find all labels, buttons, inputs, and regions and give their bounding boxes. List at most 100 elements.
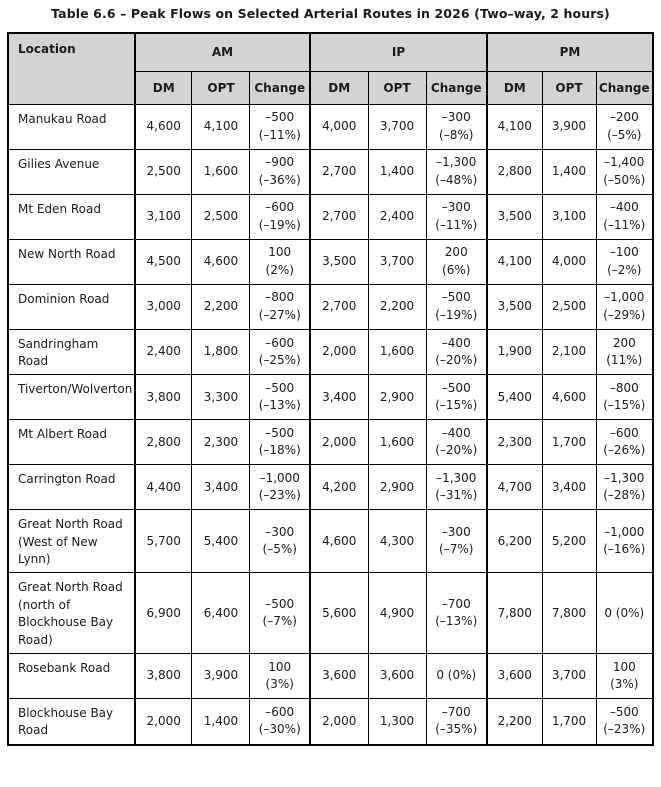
location-cell: Gilies Avenue: [7, 148, 136, 195]
pm-opt-cell: 4,600: [541, 374, 597, 421]
am-change-cell: –500 (–13%): [249, 374, 311, 421]
pm-dm-cell: 4,100: [486, 238, 543, 285]
ip-change-cell: –300 (–8%): [425, 103, 488, 150]
am-dm-cell: 3,800: [133, 653, 193, 700]
location-cell: Blockhouse Bay Road: [7, 698, 136, 746]
ip-dm-cell: 3,500: [309, 238, 369, 285]
location-cell: Great North Road (West of New Lynn): [7, 509, 136, 574]
ip-opt-cell: 2,200: [367, 283, 427, 330]
am-dm-cell: 2,400: [133, 328, 193, 376]
table-row: Rosebank Road 3,800 3,900 100 (3%) 3,600 3,60…: [7, 653, 654, 700]
col-header-location: Location: [7, 32, 136, 105]
pm-dm-cell: 7,800: [486, 572, 543, 655]
ip-dm-cell: 2,700: [309, 148, 369, 195]
table-header: Location AM IP PM DM OPT Change DM OPT C…: [7, 32, 654, 105]
ip-change-cell: –500 (–19%): [425, 283, 488, 330]
pm-opt-cell: 1,700: [541, 419, 597, 466]
am-opt-cell: 6,400: [191, 572, 251, 655]
am-opt-cell: 4,600: [191, 238, 251, 285]
table-body: Manukau Road 4,600 4,100 –500 (–11%) 4,000 3,…: [7, 103, 654, 746]
table-row: Sandringham Road 2,400 1,800 –600 (–25%) 2,0…: [7, 328, 654, 376]
pm-change-cell: –1,300 (–28%): [595, 464, 654, 511]
pm-dm-cell: 5,400: [486, 374, 543, 421]
ip-change-cell: –1,300 (–48%): [425, 148, 488, 195]
am-opt-cell: 3,900: [191, 653, 251, 700]
ip-change-cell: –300 (–11%): [425, 193, 488, 240]
location-cell: New North Road: [7, 238, 136, 285]
location-cell: Tiverton/Wolverton: [7, 374, 136, 421]
pm-change-cell: 0 (0%): [595, 572, 654, 655]
am-dm-cell: 2,500: [133, 148, 193, 195]
ip-opt-cell: 1,400: [367, 148, 427, 195]
ip-change-cell: –500 (–15%): [425, 374, 488, 421]
ip-dm-cell: 2,000: [309, 328, 369, 376]
col-group-am: AM: [133, 32, 311, 72]
pm-change-cell: –600 (–26%): [595, 419, 654, 466]
pm-dm-cell: 3,500: [486, 283, 543, 330]
ip-dm-cell: 4,600: [309, 509, 369, 574]
ip-dm-cell: 4,000: [309, 103, 369, 150]
col-header-pm-change: Change: [595, 70, 654, 105]
am-opt-cell: 3,300: [191, 374, 251, 421]
am-dm-cell: 5,700: [133, 509, 193, 574]
ip-change-cell: –700 (–35%): [425, 698, 488, 746]
table-row: Manukau Road 4,600 4,100 –500 (–11%) 4,000 3,…: [7, 103, 654, 150]
pm-opt-cell: 3,700: [541, 653, 597, 700]
col-header-ip-change: Change: [425, 70, 488, 105]
ip-dm-cell: 2,000: [309, 419, 369, 466]
location-cell: Dominion Road: [7, 283, 136, 330]
location-cell: Sandringham Road: [7, 328, 136, 376]
pm-dm-cell: 2,800: [486, 148, 543, 195]
ip-opt-cell: 3,600: [367, 653, 427, 700]
table-row: Mt Albert Road 2,800 2,300 –500 (–18%) 2,000…: [7, 419, 654, 466]
am-change-cell: 100 (2%): [249, 238, 311, 285]
table-row: Carrington Road 4,400 3,400 –1,000 (–23%) 4,…: [7, 464, 654, 511]
am-opt-cell: 1,400: [191, 698, 251, 746]
table-row: Gilies Avenue 2,500 1,600 –900 (–36%) 2,700 1…: [7, 148, 654, 195]
pm-change-cell: –500 (–23%): [595, 698, 654, 746]
pm-opt-cell: 1,400: [541, 148, 597, 195]
ip-change-cell: 200 (6%): [425, 238, 488, 285]
am-opt-cell: 5,400: [191, 509, 251, 574]
am-opt-cell: 1,800: [191, 328, 251, 376]
peak-flows-table: Location AM IP PM DM OPT Change DM OPT C…: [6, 32, 655, 746]
table-row: Great North Road (West of New Lynn) 5,700…: [7, 509, 654, 574]
am-dm-cell: 4,600: [133, 103, 193, 150]
ip-change-cell: –400 (–20%): [425, 328, 488, 376]
am-dm-cell: 2,800: [133, 419, 193, 466]
col-header-ip-opt: OPT: [367, 70, 427, 105]
pm-change-cell: 200 (11%): [595, 328, 654, 376]
col-header-am-dm: DM: [133, 70, 193, 105]
am-opt-cell: 2,500: [191, 193, 251, 240]
am-change-cell: 100 (3%): [249, 653, 311, 700]
table-row: New North Road 4,500 4,600 100 (2%) 3,500 3,7…: [7, 238, 654, 285]
header-group-row: Location AM IP PM: [7, 32, 654, 105]
am-dm-cell: 6,900: [133, 572, 193, 655]
am-dm-cell: 4,400: [133, 464, 193, 511]
col-group-pm: PM: [486, 32, 654, 72]
pm-change-cell: –400 (–11%): [595, 193, 654, 240]
ip-opt-cell: 2,400: [367, 193, 427, 240]
am-change-cell: –500 (–7%): [249, 572, 311, 655]
table-row: Mt Eden Road 3,100 2,500 –600 (–19%) 2,700 2,…: [7, 193, 654, 240]
am-change-cell: –500 (–11%): [249, 103, 311, 150]
location-cell: Carrington Road: [7, 464, 136, 511]
pm-change-cell: –100 (–2%): [595, 238, 654, 285]
am-change-cell: –600 (–19%): [249, 193, 311, 240]
ip-opt-cell: 3,700: [367, 103, 427, 150]
ip-change-cell: –700 (–13%): [425, 572, 488, 655]
ip-dm-cell: 2,700: [309, 283, 369, 330]
ip-change-cell: 0 (0%): [425, 653, 488, 700]
col-header-am-opt: OPT: [191, 70, 251, 105]
am-dm-cell: 3,100: [133, 193, 193, 240]
pm-dm-cell: 1,900: [486, 328, 543, 376]
pm-opt-cell: 2,100: [541, 328, 597, 376]
table-row: Great North Road (north of Blockhouse Ba…: [7, 572, 654, 655]
pm-opt-cell: 2,500: [541, 283, 597, 330]
pm-opt-cell: 3,400: [541, 464, 597, 511]
pm-dm-cell: 3,600: [486, 653, 543, 700]
pm-change-cell: –1,400 (–50%): [595, 148, 654, 195]
am-change-cell: –1,000 (–23%): [249, 464, 311, 511]
table-row: Tiverton/Wolverton 3,800 3,300 –500 (–13%) 3…: [7, 374, 654, 421]
am-dm-cell: 4,500: [133, 238, 193, 285]
